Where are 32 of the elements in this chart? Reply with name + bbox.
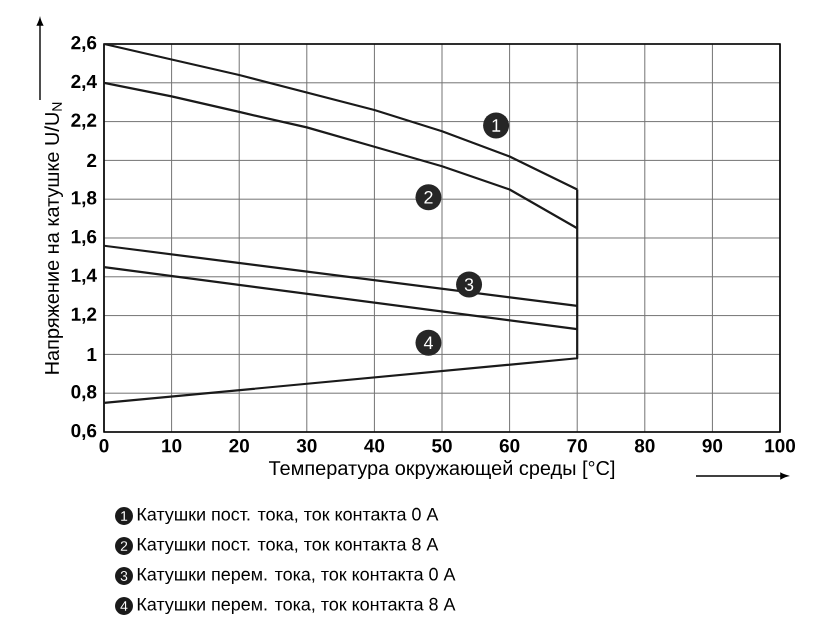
x-tick-label: 20	[229, 439, 249, 453]
x-axis-title: Температура окружающей среды [°C]	[268, 460, 615, 480]
annotation: 2	[424, 190, 433, 204]
x-tick-label: 90	[702, 439, 723, 453]
y-tick-label: 2	[87, 153, 97, 167]
x-tick-label: 80	[634, 439, 655, 453]
legend-label: Катушки перем. тока, ток контакта 0 А	[137, 567, 456, 585]
y-tick-label: 0,6	[71, 423, 97, 441]
legend-label: Катушки пост. тока, ток контакта 8 А	[137, 537, 439, 555]
x-tick-label: 0	[99, 439, 109, 453]
y-tick-label: 1	[87, 347, 97, 361]
y-tick-label: 2,2	[71, 113, 97, 130]
legend-label: Катушки перем. тока, ток контакта 8 А	[137, 597, 456, 615]
x-tick-label: 70	[567, 439, 587, 453]
x-tick-label: 40	[364, 439, 385, 453]
y-tick-label: 1,4	[71, 268, 97, 285]
annotation: 1	[492, 119, 501, 132]
x-tick-label: 10	[162, 439, 182, 453]
x-tick-label: 100	[765, 439, 796, 453]
x-tick-label: 60	[499, 439, 520, 453]
x-tick-label: 50	[432, 439, 452, 453]
y-axis-title: Напряжение на катушке U/U$_{N}$	[44, 102, 63, 374]
y-tick-label: 1,8	[71, 191, 97, 208]
legend-label: Катушки пост. тока, ток контакта 0 А	[137, 507, 439, 525]
y-tick-label: 1,2	[71, 307, 97, 324]
y-tick-label: 2,6	[71, 35, 97, 53]
y-tick-label: 0,8	[71, 385, 97, 402]
annotation: 4	[423, 336, 433, 349]
y-tick-label: 2,4	[71, 74, 97, 91]
x-tick-label: 30	[296, 439, 317, 453]
annotation: 3	[464, 278, 474, 291]
y-tick-label: 1,6	[71, 229, 97, 247]
